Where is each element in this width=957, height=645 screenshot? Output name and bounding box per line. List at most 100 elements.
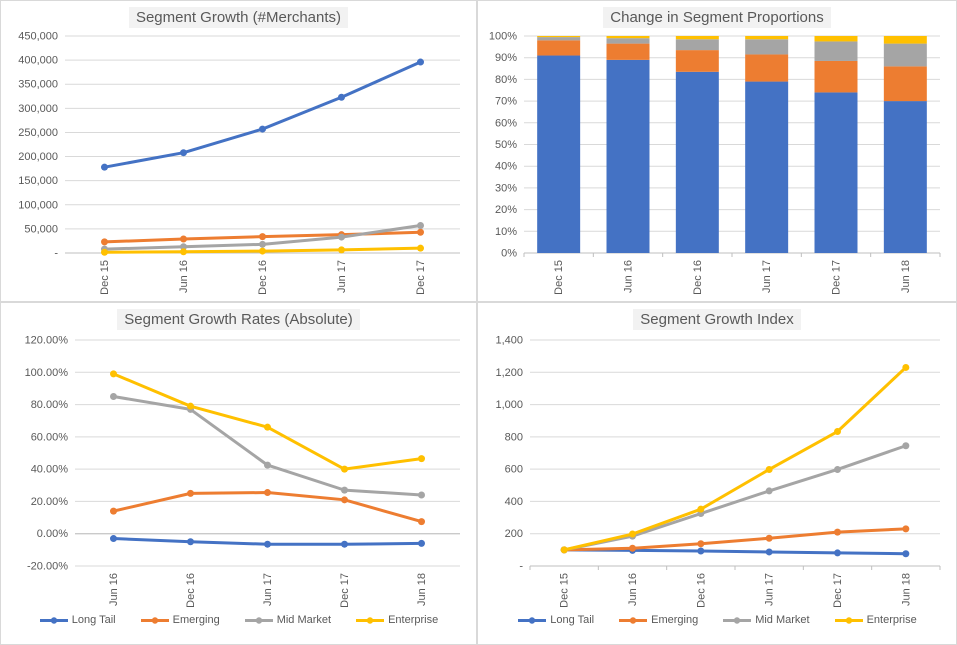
legend-item-enterprise: Enterprise	[834, 614, 917, 626]
svg-text:0.00%: 0.00%	[37, 528, 68, 540]
svg-text:Jun 17: Jun 17	[262, 573, 274, 606]
legend-label: Enterprise	[866, 614, 917, 626]
svg-text:Dec 17: Dec 17	[832, 573, 844, 608]
svg-text:Jun 17: Jun 17	[764, 573, 776, 606]
svg-text:Jun 16: Jun 16	[627, 573, 639, 606]
svg-text:600: 600	[505, 464, 523, 476]
legend-line-marker-icon	[356, 616, 385, 624]
legend-label: Emerging	[651, 614, 699, 626]
svg-text:400,000: 400,000	[18, 55, 58, 67]
svg-text:90%: 90%	[495, 52, 517, 64]
panel-segment-growth-merchants: Segment Growth (#Merchants) - 50,000 100,0…	[0, 0, 477, 302]
svg-text:Dec 15: Dec 15	[559, 573, 571, 608]
chart-title-segment-growth-merchants: Segment Growth (#Merchants)	[1, 1, 476, 28]
svg-text:60.00%: 60.00%	[31, 431, 69, 443]
legend-label: Long Tail	[550, 614, 595, 626]
svg-text:250,000: 250,000	[18, 127, 58, 139]
chart-title-text: Segment Growth (#Merchants)	[128, 7, 349, 28]
svg-text:-: -	[519, 561, 523, 573]
svg-text:350,000: 350,000	[18, 79, 58, 91]
svg-text:200,000: 200,000	[18, 151, 58, 163]
legend-segment-growth-rates: Long Tail Emerging Mid Market Enterprise	[1, 612, 476, 644]
svg-text:400: 400	[505, 496, 523, 508]
svg-text:Dec 17: Dec 17	[415, 260, 427, 295]
svg-text:Dec 15: Dec 15	[99, 260, 111, 295]
svg-text:70%: 70%	[495, 96, 517, 108]
svg-text:100%: 100%	[489, 31, 517, 43]
segment-growth-rates-chart[interactable]: -20.00% 0.00% 20.00% 40.00% 60.00% 80.00% 100.…	[1, 330, 476, 612]
svg-text:Jun 17: Jun 17	[336, 260, 348, 293]
svg-text:1,000: 1,000	[495, 399, 523, 411]
chart-title-segment-growth-index: Segment Growth Index	[478, 303, 956, 330]
svg-text:800: 800	[505, 431, 523, 443]
svg-text:Dec 17: Dec 17	[831, 260, 843, 295]
chart-title-change-in-segment-proportions: Change in Segment Proportions	[478, 1, 956, 28]
svg-text:Jun 16: Jun 16	[623, 260, 635, 293]
svg-text:450,000: 450,000	[18, 31, 58, 43]
legend-line-marker-icon	[39, 616, 68, 624]
svg-text:20.00%: 20.00%	[31, 496, 69, 508]
svg-text:Dec 15: Dec 15	[553, 260, 565, 295]
legend-item-long-tail: Long Tail	[517, 614, 594, 626]
panel-segment-growth-index: Segment Growth Index - 200 400 600 800 1,000 1…	[477, 302, 957, 645]
svg-text:0%: 0%	[501, 248, 517, 260]
svg-text:80%: 80%	[495, 74, 517, 86]
legend-label: Enterprise	[388, 614, 439, 626]
svg-text:150,000: 150,000	[18, 175, 58, 187]
svg-text:50,000: 50,000	[24, 223, 58, 235]
segment-growth-index-chart[interactable]: - 200 400 600 800 1,000 1,200 1,400 Dec 15 Jun 16…	[478, 330, 956, 612]
svg-text:Jun 17: Jun 17	[761, 260, 773, 293]
svg-text:100.00%: 100.00%	[25, 367, 69, 379]
change-in-segment-proportions-chart[interactable]: 0% 10% 20% 30% 40% 50% 60% 70% 80% 90% 100% Dec 15 J…	[478, 28, 956, 301]
legend-label: Emerging	[172, 614, 220, 626]
svg-text:1,400: 1,400	[495, 335, 523, 347]
legend-line-marker-icon	[244, 616, 273, 624]
segment-growth-merchants-chart[interactable]: - 50,000 100,000 150,000 200,000 250,000 300,0…	[1, 28, 476, 301]
legend-line-marker-icon	[619, 616, 648, 624]
svg-text:300,000: 300,000	[18, 103, 58, 115]
svg-text:Dec 16: Dec 16	[692, 260, 704, 295]
legend-item-mid-market: Mid Market	[722, 614, 810, 626]
svg-text:Jun 16: Jun 16	[108, 573, 120, 606]
legend-line-marker-icon	[834, 616, 863, 624]
legend-item-enterprise: Enterprise	[355, 614, 438, 626]
legend-line-marker-icon	[723, 616, 752, 624]
svg-text:50%: 50%	[495, 139, 517, 151]
legend-item-emerging: Emerging	[618, 614, 698, 626]
legend-label: Long Tail	[71, 614, 116, 626]
svg-text:40%: 40%	[495, 161, 517, 173]
legend-line-marker-icon	[518, 616, 547, 624]
svg-text:200: 200	[505, 528, 523, 540]
svg-text:-: -	[54, 248, 58, 260]
svg-text:30%: 30%	[495, 182, 517, 194]
svg-text:40.00%: 40.00%	[31, 464, 69, 476]
svg-text:Jun 18: Jun 18	[416, 573, 428, 606]
svg-text:Dec 17: Dec 17	[339, 573, 351, 608]
legend-item-long-tail: Long Tail	[39, 614, 116, 626]
svg-text:Dec 16: Dec 16	[257, 260, 269, 295]
svg-text:10%: 10%	[495, 226, 517, 238]
svg-text:-20.00%: -20.00%	[27, 561, 68, 573]
legend-item-mid-market: Mid Market	[244, 614, 331, 626]
chart-title-segment-growth-rates: Segment Growth Rates (Absolute)	[1, 303, 476, 330]
chart-title-text: Change in Segment Proportions	[603, 7, 831, 28]
svg-text:Dec 16: Dec 16	[695, 573, 707, 608]
chart-title-text: Segment Growth Index	[633, 309, 801, 330]
svg-text:Jun 18: Jun 18	[900, 260, 912, 293]
legend-line-marker-icon	[140, 616, 169, 624]
svg-text:60%: 60%	[495, 117, 517, 129]
chart-title-text: Segment Growth Rates (Absolute)	[117, 309, 360, 330]
svg-text:80.00%: 80.00%	[31, 399, 69, 411]
svg-text:Jun 18: Jun 18	[900, 573, 912, 606]
legend-item-emerging: Emerging	[140, 614, 220, 626]
svg-text:100,000: 100,000	[18, 199, 58, 211]
svg-text:20%: 20%	[495, 204, 517, 216]
legend-label: Mid Market	[755, 614, 810, 626]
svg-text:Jun 16: Jun 16	[178, 260, 190, 293]
svg-text:1,200: 1,200	[495, 367, 523, 379]
svg-text:120.00%: 120.00%	[25, 335, 69, 347]
panel-segment-growth-rates: Segment Growth Rates (Absolute) -20.00% 0…	[0, 302, 477, 645]
panel-change-in-segment-proportions: Change in Segment Proportions 0% 10% 20% 30…	[477, 0, 957, 302]
legend-label: Mid Market	[276, 614, 332, 626]
